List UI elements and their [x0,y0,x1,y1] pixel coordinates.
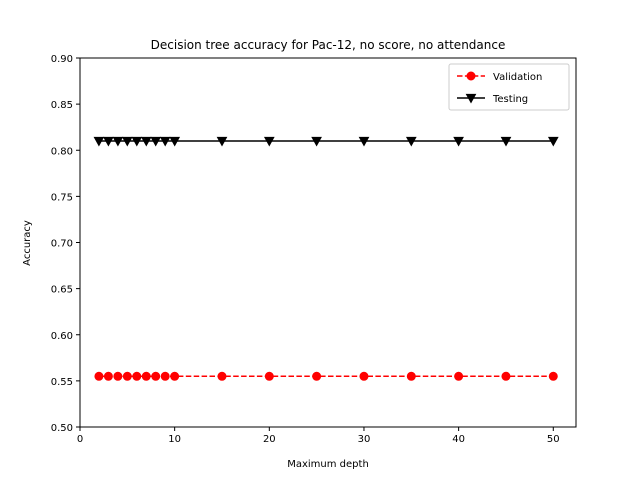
data-point-testing [453,136,464,147]
data-point-validation [103,371,113,381]
series-testing [93,136,559,147]
legend-marker-validation [466,71,476,81]
data-point-testing [93,136,105,147]
data-point-testing [103,136,114,147]
plot-area: 0 10 20 30 40 50 0.50 0.55 0.60 0.65 0.70 0.75 0.80 0… [51,54,577,445]
data-point-validation [141,371,151,381]
data-point-testing [216,136,228,147]
legend-label-testing: Testing [492,94,528,105]
data-point-testing [159,136,171,147]
legend-marker-testing [465,93,477,104]
data-point-validation [312,371,322,381]
y-tick-label: 0.80 [51,146,73,157]
data-point-testing [131,136,143,147]
y-tick-label: 0.70 [51,239,73,250]
data-point-testing [547,136,559,147]
data-point-testing [263,136,275,147]
data-point-validation [132,371,142,381]
x-tick-label: 40 [452,434,465,445]
chart-title: Decision tree accuracy for Pac-12, no sc… [151,38,506,52]
data-point-testing [112,136,124,147]
x-tick-label: 10 [168,434,181,445]
y-tick-label: 0.55 [51,377,73,388]
y-tick-label: 0.50 [51,423,73,434]
data-point-testing [169,136,181,147]
data-point-validation [217,371,227,381]
data-point-validation [160,371,170,381]
data-point-validation [406,371,416,381]
data-point-validation [501,371,511,381]
x-tick-label: 20 [263,434,276,445]
data-point-validation [151,371,161,381]
data-point-validation [548,371,558,381]
data-point-testing [405,136,417,147]
y-tick-label: 0.65 [51,285,73,296]
data-point-validation [264,371,274,381]
data-point-testing [311,136,322,147]
y-tick-label: 0.85 [51,100,73,111]
x-tick-label: 30 [358,434,371,445]
y-axis-label: Accuracy [22,220,33,266]
data-point-testing [121,136,133,147]
data-point-validation [113,371,123,381]
y-tick-label: 0.75 [51,192,73,203]
data-point-validation [170,371,180,381]
data-point-testing [140,136,152,147]
data-point-validation [454,371,464,381]
series-validation [94,371,558,381]
data-point-testing [150,136,162,147]
y-tick-label: 0.60 [51,331,73,342]
legend: Validation Testing [448,63,570,111]
x-tick-label: 0 [77,434,83,445]
legend-label-validation: Validation [493,72,542,83]
data-point-testing [500,136,512,147]
x-tick-label: 50 [547,434,560,445]
data-point-testing [358,136,370,147]
data-point-validation [94,371,104,381]
data-point-validation [122,371,132,381]
x-axis-label: Maximum depth [287,459,369,470]
y-tick-label: 0.90 [51,54,73,65]
data-point-validation [359,371,369,381]
